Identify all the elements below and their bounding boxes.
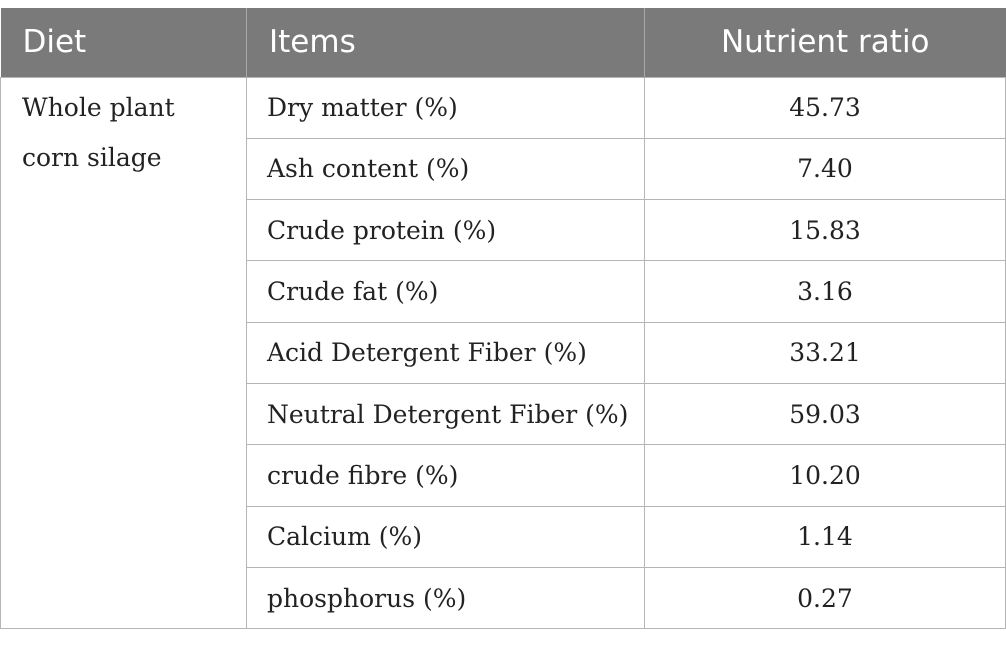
table-row: Neutral Detergent Fiber (%) 59.03 <box>1 382 1006 446</box>
header-row: Diet Items Nutrient ratio <box>0 8 1006 77</box>
item-cell: Acid Detergent Fiber (%) <box>246 321 645 384</box>
item-cell: Calcium (%) <box>246 505 645 568</box>
item-cell: phosphorus (%) <box>246 566 645 630</box>
value-cell: 3.16 <box>644 260 1006 323</box>
header-diet: Diet <box>0 8 247 77</box>
value-cell: 33.21 <box>644 321 1006 384</box>
header-nutrient-ratio: Nutrient ratio <box>644 8 1006 77</box>
item-cell: crude fibre (%) <box>246 444 645 507</box>
value-cell: 59.03 <box>644 382 1006 446</box>
value-cell: 0.27 <box>644 566 1006 630</box>
table-row: Calcium (%) 1.14 <box>1 505 1006 568</box>
table-body: Whole plant corn silage Dry matter (%) 4… <box>0 76 1006 630</box>
table-row: Ash content (%) 7.40 <box>1 137 1006 201</box>
value-cell: 1.14 <box>644 505 1006 568</box>
table-row: phosphorus (%) 0.27 <box>1 566 1006 630</box>
item-cell: Dry matter (%) <box>246 76 645 139</box>
table-header: Diet Items Nutrient ratio <box>0 8 1006 77</box>
value-cell: 10.20 <box>644 444 1006 507</box>
nutrient-table: Diet Items Nutrient ratio Whole plant co… <box>0 8 1006 630</box>
table-row: crude fibre (%) 10.20 <box>1 444 1006 507</box>
table-row: Whole plant corn silage Dry matter (%) 4… <box>0 76 1006 630</box>
item-cell: Ash content (%) <box>246 137 645 201</box>
value-cell: 7.40 <box>644 137 1006 201</box>
item-cell: Crude protein (%) <box>246 199 645 262</box>
value-cell: 15.83 <box>644 199 1006 262</box>
item-cell: Crude fat (%) <box>246 260 645 323</box>
header-items: Items <box>246 8 645 77</box>
value-cell: 45.73 <box>644 76 1006 139</box>
diet-cell: Whole plant corn silage <box>0 76 247 630</box>
item-cell: Neutral Detergent Fiber (%) <box>246 382 645 446</box>
